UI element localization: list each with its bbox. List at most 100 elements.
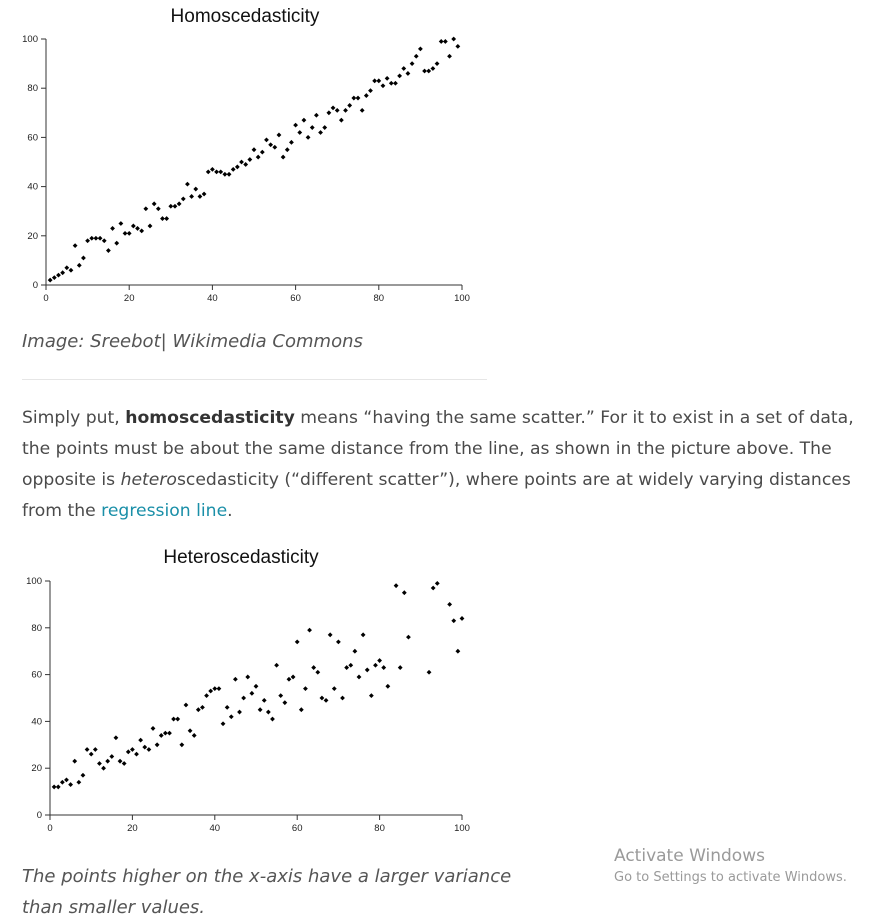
homo-data-point [405,71,411,76]
homo-data-point [60,270,66,276]
hetero-data-point [344,665,350,670]
homo-data-point [359,107,365,113]
homo-data-point [442,39,448,44]
hetero-data-point [261,697,267,703]
homo-data-point [168,203,174,209]
homo-data-point [293,122,298,128]
paragraph-text-1: means “having the same scatter.” For it … [22,408,854,490]
homo-data-point [272,144,278,150]
homo-data-point [301,117,307,123]
hetero-data-point [307,627,312,633]
hetero-data-point [105,758,111,764]
hetero-data-point [274,662,279,668]
hetero-y-tick-label: 60 [31,670,42,681]
hetero-data-point [117,758,123,764]
hetero-data-point [59,779,65,785]
hetero-x-tick-label: 20 [127,823,138,834]
homo-data-point [455,43,461,49]
hetero-data-point [138,737,144,743]
homo-data-point [197,194,203,199]
homo-data-point [72,243,78,249]
homo-data-point [409,61,415,66]
hetero-data-point [319,695,325,701]
hetero-data-point [368,693,374,699]
homo-data-point [239,159,244,165]
regression-line-link[interactable]: regression line [101,501,228,521]
term-hetero-prefix: hetero [120,470,177,490]
hetero-data-point [265,709,271,715]
hetero-data-point [233,676,238,682]
homo-data-point [305,135,311,140]
homo-data-point [226,171,232,177]
hetero-data-point [253,683,259,689]
homo-x-tick-label: 100 [454,293,470,304]
homo-data-point [297,130,303,135]
watermark-title: Activate Windows [614,846,765,866]
homo-data-point [193,186,199,192]
hetero-x-tick-label: 40 [210,823,221,834]
homo-data-point [176,201,182,207]
hetero-data-point [80,772,86,778]
hetero-data-point [125,749,131,755]
homo-data-point [97,235,103,241]
homo-data-point [426,68,432,74]
homo-data-point [164,216,170,221]
homo-data-point [147,223,153,229]
homo-data-point [185,181,190,187]
homo-data-point [205,169,211,175]
homo-data-point [330,105,336,111]
homo-data-point [347,103,353,108]
paragraph-intro: Simply put, [22,408,126,428]
hetero-data-point [434,580,440,586]
homo-data-point [118,221,124,226]
homo-data-point [81,255,86,261]
homo-x-tick-label: 60 [290,293,301,304]
image-credit-caption: Image: Sreebot| Wikimedia Commons [22,331,363,352]
hetero-data-point [109,754,115,759]
homo-data-point [222,171,228,177]
homo-data-point [130,223,136,229]
hetero-data-point [323,697,329,703]
hetero-data-point [101,765,106,771]
hetero-data-point [183,702,189,708]
homo-data-point [289,139,294,145]
hetero-data-point [364,667,370,673]
hetero-data-point [290,674,296,680]
homo-data-point [139,228,145,234]
hetero-data-point [393,583,399,589]
hetero-data-point [121,761,127,766]
homo-y-tick-label: 20 [27,231,38,242]
homo-y-tick-label: 0 [33,280,38,291]
homo-data-point [122,230,128,236]
homo-data-point [268,142,274,148]
hetero-data-point [55,784,61,790]
hetero-data-point [377,658,382,663]
hetero-data-point [191,733,197,738]
hetero-data-point [447,602,453,607]
hetero-x-tick-label: 80 [374,823,385,834]
homo-data-point [388,80,394,86]
hetero-data-point [430,585,436,591]
hetero-data-point [352,648,358,654]
hetero-data-point [257,707,263,713]
homo-data-point [413,53,419,59]
term-homoscedasticity: homoscedasticity [125,408,295,428]
homo-data-point [172,203,178,209]
hetero-data-point [84,747,90,752]
homo-y-tick-label: 80 [27,83,38,94]
homo-data-point [438,39,444,44]
definition-paragraph: Simply put, homoscedasticity means “havi… [22,403,867,527]
hetero-data-point [360,632,366,638]
homo-data-point [309,125,315,130]
hetero-data-point [204,693,209,699]
hetero-data-point [92,747,98,752]
hetero-data-point [406,634,411,640]
homo-data-point [89,235,95,241]
hetero-data-point [340,695,345,701]
homo-data-point [218,169,224,175]
hetero-data-point [373,662,378,668]
homo-chart-title: Homoscedasticity [171,6,320,27]
hetero-data-point [237,709,242,715]
homo-data-point [93,235,99,241]
homo-data-point [368,88,373,94]
